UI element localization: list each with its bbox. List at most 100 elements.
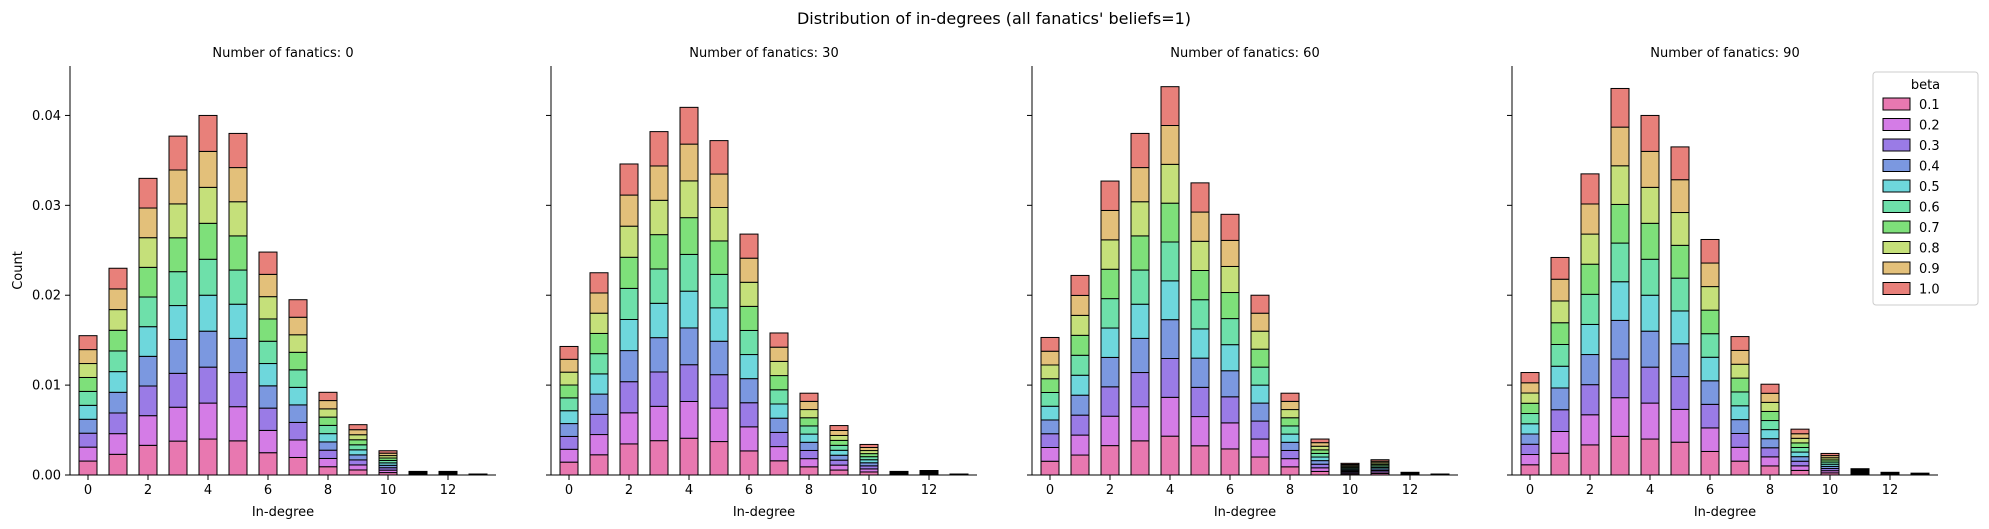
bar-segment xyxy=(1280,458,1300,468)
bar-segment xyxy=(258,385,278,409)
bar-segment xyxy=(1220,265,1240,294)
bar-segment xyxy=(1700,262,1720,288)
bar-segment xyxy=(1370,459,1390,462)
bar-segment xyxy=(228,303,248,339)
x-tick-label: 6 xyxy=(264,483,272,498)
bar-segment xyxy=(619,318,639,352)
bar-segment xyxy=(1100,386,1120,417)
bar-segment xyxy=(1250,348,1270,368)
bar-segment xyxy=(559,435,579,450)
bar-segment xyxy=(168,372,188,408)
bar-segment xyxy=(589,434,609,456)
bar-segment xyxy=(198,294,218,332)
bar-segment xyxy=(1580,293,1600,325)
bar-segment xyxy=(1640,114,1660,152)
bar-segment xyxy=(348,469,368,476)
bar-segment xyxy=(1580,354,1600,386)
bar-segment xyxy=(1640,366,1660,404)
bar-segment xyxy=(829,459,849,466)
bar-segment xyxy=(1130,201,1150,237)
bar-segment xyxy=(198,366,218,404)
legend-entry: 0.9 xyxy=(1919,262,1940,277)
bar-segment xyxy=(1550,300,1570,324)
x-tick-label: 4 xyxy=(1646,483,1654,498)
bar-segment xyxy=(1790,465,1810,471)
bar-segment xyxy=(1520,413,1540,425)
bar-segment xyxy=(1760,401,1780,412)
bar-segment xyxy=(1040,350,1060,366)
bar-segment xyxy=(1250,366,1270,386)
bar-segment xyxy=(799,458,819,468)
bar-segment xyxy=(829,464,849,471)
bar-segment xyxy=(348,454,368,461)
bar-segment xyxy=(1310,452,1330,458)
bar-segment xyxy=(318,466,338,476)
bar-segment xyxy=(1520,454,1540,466)
bar-segment xyxy=(1310,463,1330,469)
bar-segment xyxy=(1550,452,1570,476)
bar-segment xyxy=(1640,150,1660,188)
bar-segment xyxy=(108,371,128,393)
bar-segment xyxy=(168,237,188,273)
bar-segment xyxy=(1280,425,1300,435)
bar-segment xyxy=(1610,126,1630,167)
bar-segment xyxy=(1670,179,1690,214)
bar-segment xyxy=(559,371,579,386)
bar-segment xyxy=(198,150,218,188)
bar-segment xyxy=(1040,378,1060,393)
bar-segment xyxy=(1610,165,1630,205)
x-tick-label: 8 xyxy=(324,483,332,498)
bar-segment xyxy=(559,423,579,437)
bar-segment xyxy=(288,299,308,318)
bar-segment xyxy=(829,454,849,461)
bar-segment xyxy=(1520,372,1540,384)
bar-segment xyxy=(228,406,248,442)
x-tick-label: 8 xyxy=(1286,483,1294,498)
bar-segment xyxy=(318,441,338,451)
bar-segment xyxy=(1040,336,1060,352)
bar-segment xyxy=(1640,438,1660,476)
bar-segment xyxy=(108,329,128,352)
bar-segment xyxy=(769,360,789,377)
bar-segment xyxy=(1790,451,1810,458)
bar-segment xyxy=(589,272,609,294)
bar-segment xyxy=(1100,445,1120,476)
bar-segment xyxy=(1160,125,1180,165)
bar-segment xyxy=(1070,334,1090,356)
bar-segment xyxy=(228,372,248,408)
bar-segment xyxy=(1820,452,1840,457)
x-tick-label: 0 xyxy=(1046,483,1054,498)
bar-segment xyxy=(1730,432,1750,448)
bar-segment xyxy=(318,408,338,418)
bar-segment xyxy=(1190,328,1210,359)
bar-segment xyxy=(739,305,759,331)
bar-segment xyxy=(348,434,368,441)
bar-segment xyxy=(1130,167,1150,203)
bar-segment xyxy=(769,332,789,348)
bar-segment xyxy=(78,335,98,351)
bar-segment xyxy=(619,287,639,320)
bar-segment xyxy=(1790,442,1810,448)
x-tick-label: 10 xyxy=(1342,483,1359,498)
bar-segment xyxy=(1670,277,1690,312)
x-tick-label: 6 xyxy=(745,483,753,498)
bar-segment xyxy=(1130,440,1150,476)
panel-title: Number of fanatics: 0 xyxy=(212,46,353,61)
bar-segment xyxy=(1550,343,1570,367)
bar-segment xyxy=(1100,239,1120,270)
bar-segment xyxy=(1670,343,1690,378)
bar-segment xyxy=(589,413,609,436)
bar-segment xyxy=(168,203,188,239)
bar-segment xyxy=(799,392,819,402)
bar-segment xyxy=(1520,392,1540,404)
bar-segment xyxy=(709,407,729,443)
bar-segment xyxy=(1670,441,1690,476)
bar-segment xyxy=(709,273,729,309)
bar-segment xyxy=(1160,202,1180,243)
legend-swatch xyxy=(1882,97,1911,111)
bar-segment xyxy=(78,418,98,434)
bar-segment xyxy=(348,449,368,456)
bar-segment xyxy=(138,237,158,268)
bar-segment xyxy=(709,340,729,376)
legend-swatch xyxy=(1882,179,1911,193)
